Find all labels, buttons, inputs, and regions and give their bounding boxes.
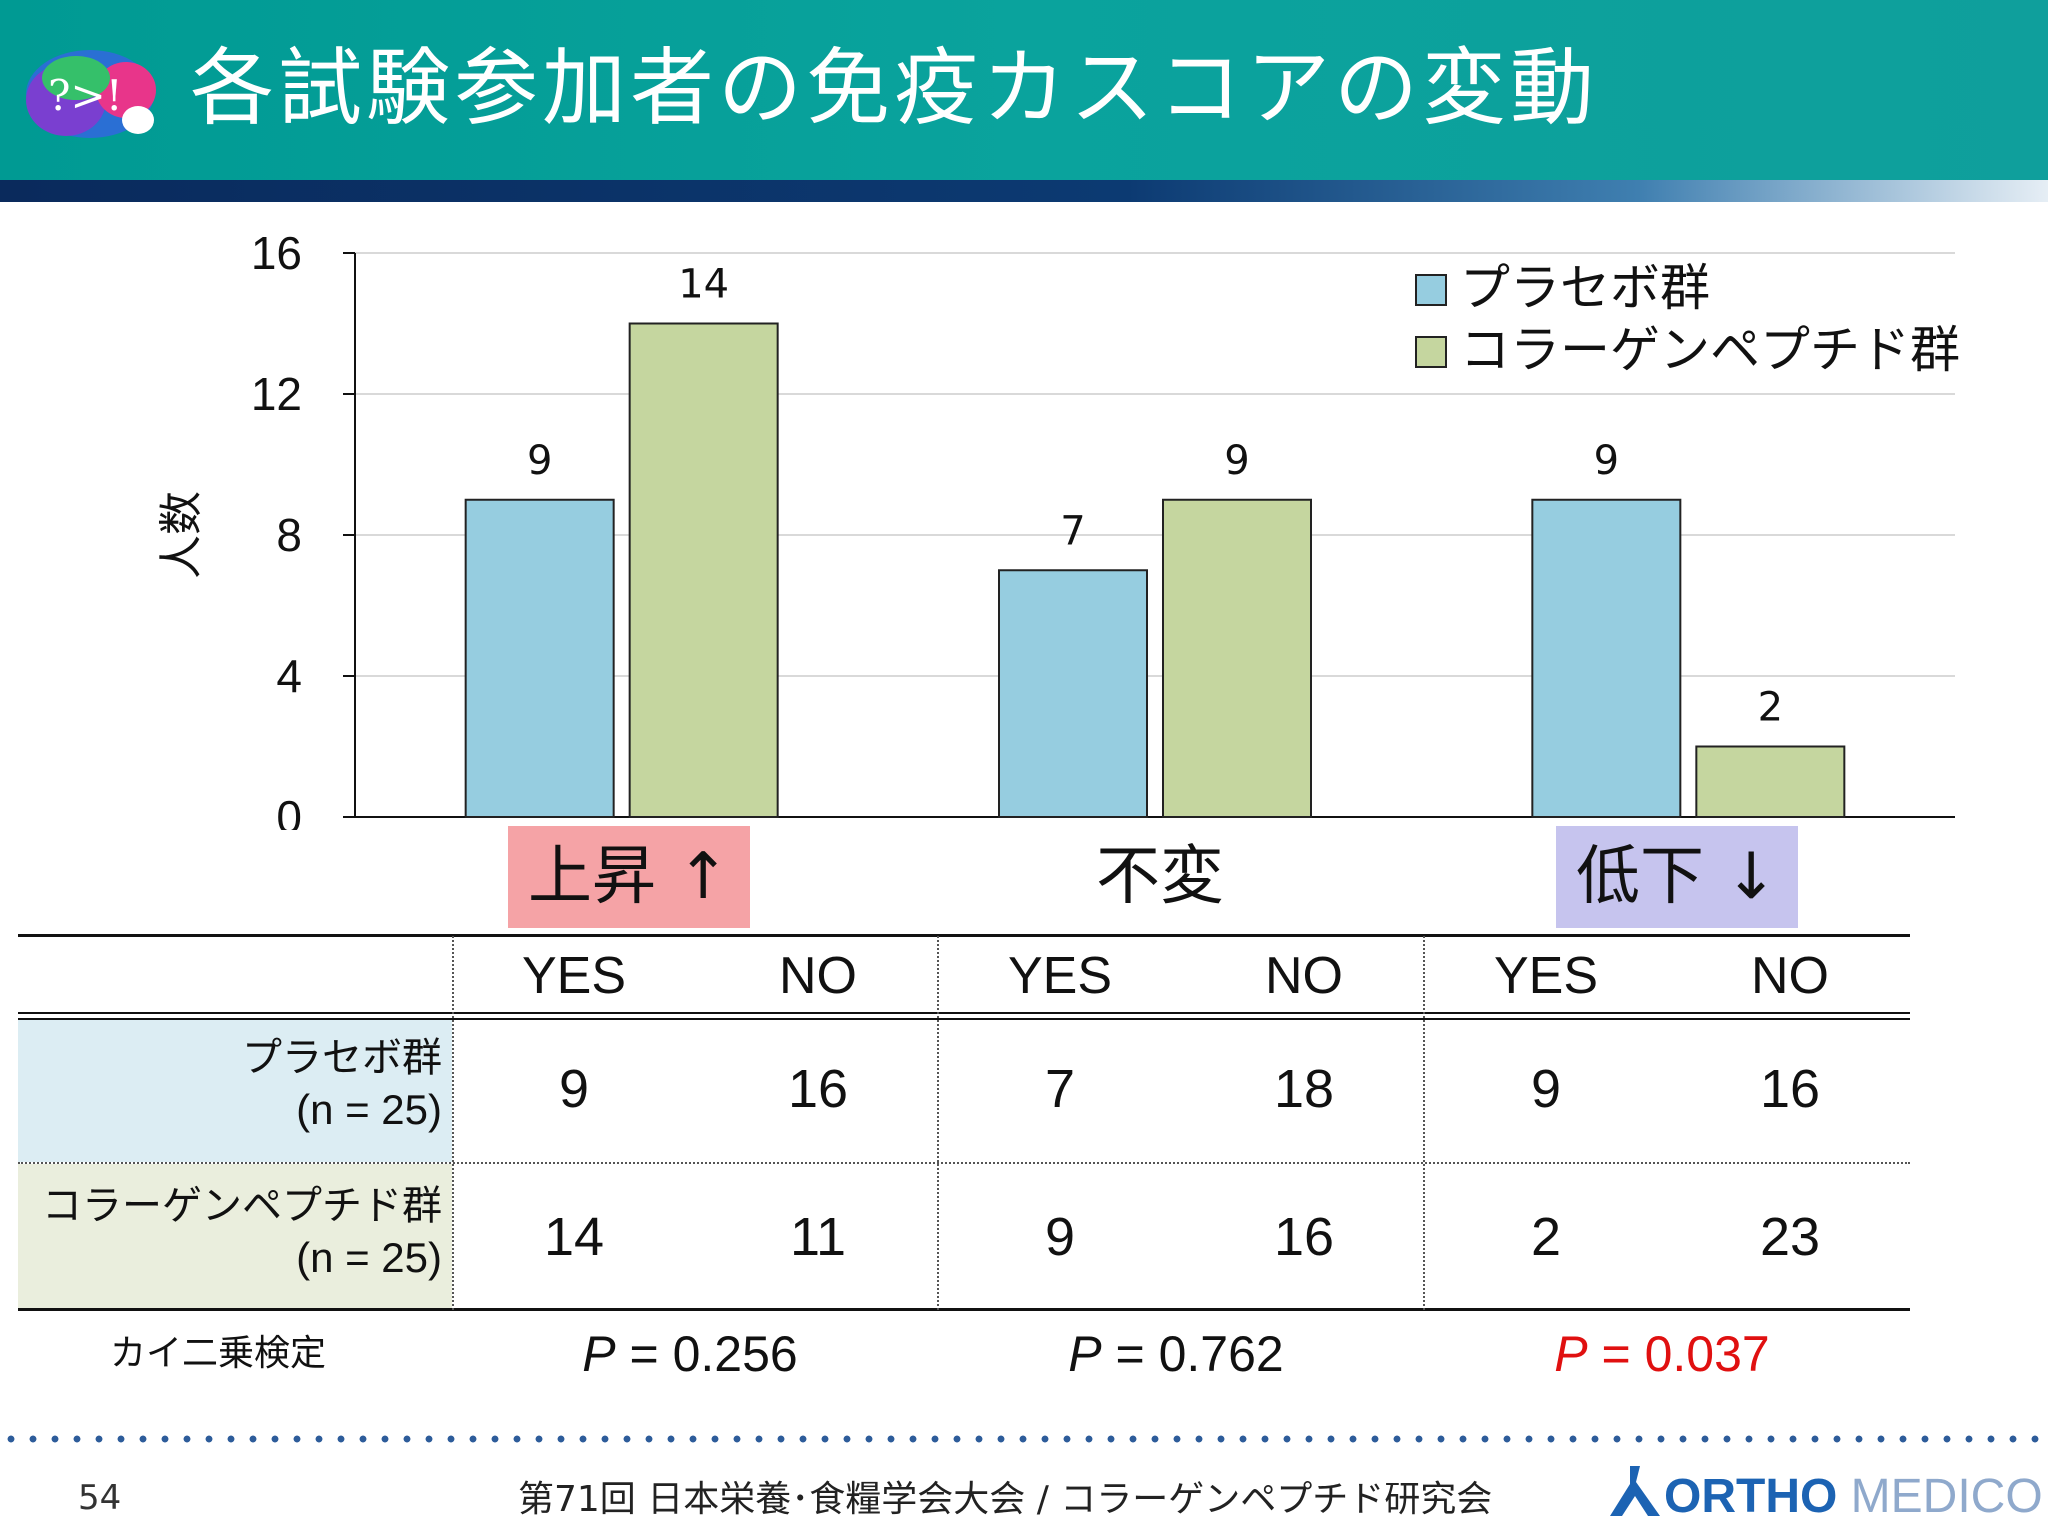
table-cell: 11 [789,1207,847,1267]
collagen-row-label: コラーゲンペプチド群 (n = 25) [42,1183,442,1281]
col-divider-3 [1423,936,1425,1310]
person-logo-icon [1610,1466,1660,1516]
dotted-separator [0,1434,2048,1444]
p-value-same: P = 0.762 [1068,1326,1284,1382]
col-divider-2 [937,936,939,1310]
category-label-up: 上昇 ↑ [508,826,750,928]
data-label: 9 [527,438,552,484]
bar-collagen [1162,498,1312,818]
svg-text:?>!: ?>! [48,71,123,120]
y-tick-label: 0 [276,791,302,830]
legend-label: コラーゲンペプチド群 [1460,321,1960,379]
header-strip [0,180,2048,202]
p-value-up: P = 0.256 [582,1326,798,1382]
p-value-down: P = 0.037 [1554,1326,1770,1382]
header-no-down: NO [1751,947,1829,1005]
table-cell: 7 [1044,1059,1076,1119]
y-tick-label: 12 [251,368,302,420]
placebo-row-label: プラセボ群 (n = 25) [242,1035,442,1133]
table-bottom-rule [18,1308,1910,1311]
placebo-row-bg [18,1018,452,1162]
data-label: 9 [1594,438,1619,484]
category-label-same: 不変 [1096,840,1224,914]
y-tick-label: 8 [276,509,302,561]
page-title: 各試験参加者の免疫カスコアの変動 [190,39,1599,137]
row-divider [18,1162,1910,1164]
table-cell: 16 [1273,1207,1335,1267]
table-cell: 9 [1530,1059,1562,1119]
legend-label: プラセボ群 [1460,259,1710,317]
table-cell: 23 [1759,1207,1821,1267]
table-cell: 18 [1273,1059,1335,1119]
category-label-down: 低下 ↓ [1556,826,1798,928]
bar-placebo [464,498,615,818]
data-label: 7 [1060,508,1085,554]
header-yes-down: YES [1493,947,1599,1005]
bar-collagen [628,322,779,818]
table-top-rule [18,934,1910,937]
y-axis-label: 人数 [156,491,207,579]
col-divider-1 [452,936,454,1310]
bar-placebo [998,569,1148,818]
table-cell: 16 [787,1059,849,1119]
header-yes-up: YES [521,947,627,1005]
question-logo-icon: ?>! [26,50,156,138]
page-number: 54 [78,1478,122,1518]
y-tick-label: 16 [251,227,302,279]
table-cell: 14 [543,1207,605,1267]
table-cell: 16 [1759,1059,1821,1119]
legend-swatch [1415,274,1447,306]
header-no-same: NO [1265,947,1343,1005]
title-bar: ?>! 各試験参加者の免疫カスコアの変動 [0,0,2048,180]
header-yes-same: YES [1007,947,1113,1005]
table-cell: 9 [558,1059,590,1119]
test-label: カイ二乗検定 [110,1333,327,1374]
header-rule-2 [18,1018,1910,1020]
bar-placebo [1531,498,1682,818]
table-cell: 9 [1044,1207,1076,1267]
data-label: 14 [678,262,729,308]
data-label: 9 [1224,438,1249,484]
footer-text: 第71回 日本栄養･食糧学会大会 / コラーゲンペプチド研究会 [518,1479,1493,1520]
header-rule-1 [18,1012,1910,1014]
brand-logo: ORTHO MEDICO [1606,1464,2043,1524]
collagen-row-bg [18,1164,452,1308]
table-cell: 2 [1530,1207,1562,1267]
bar-collagen [1695,745,1846,818]
header-no-up: NO [779,947,857,1005]
legend-swatch [1415,336,1447,368]
y-tick-label: 4 [276,650,302,702]
data-label: 2 [1758,685,1783,731]
